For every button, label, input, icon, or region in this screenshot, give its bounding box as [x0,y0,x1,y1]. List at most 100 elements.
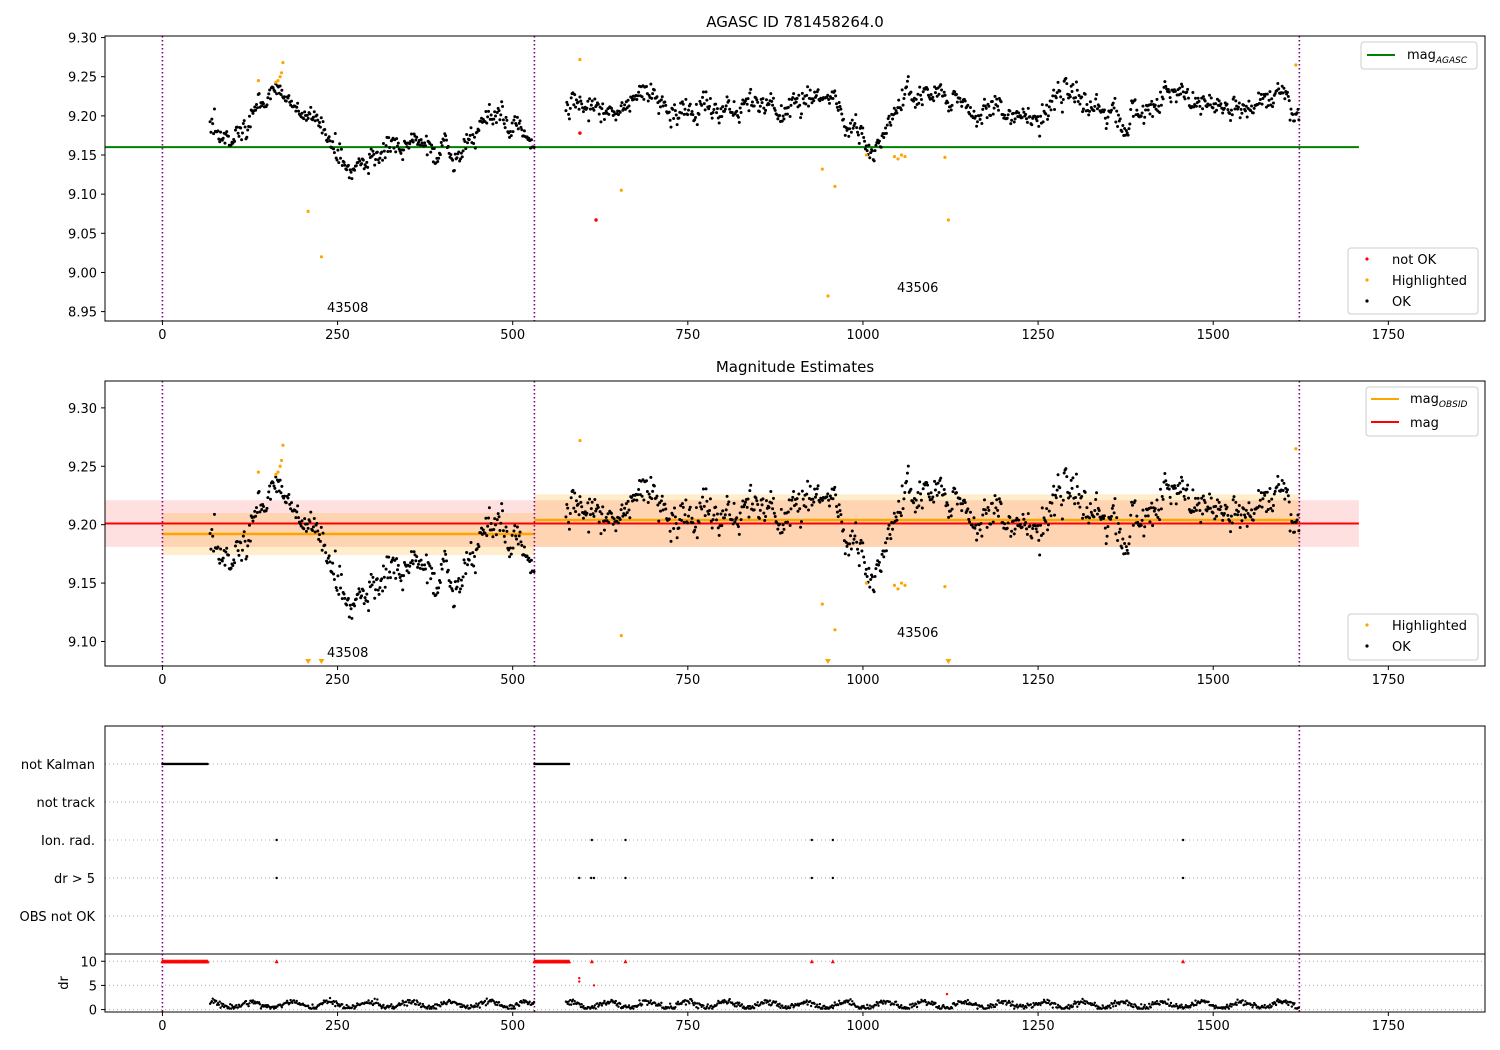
ok-point [738,511,742,515]
dr-point [306,1004,310,1007]
dr-point [370,999,374,1003]
ok-point [505,118,509,122]
ok-point [233,139,237,143]
ok-point [856,547,860,551]
ok-point [1046,114,1050,118]
ok-point [1236,510,1240,514]
ok-point [1046,528,1050,532]
ok-point [312,516,316,520]
ok-point [1245,524,1249,528]
dr-point [704,1007,708,1010]
dr-point [940,1007,943,1010]
dr-point [212,1001,215,1005]
ok-point [1131,114,1135,118]
ok-point [438,153,442,157]
ok-point [1180,475,1184,479]
ok-point [1056,80,1060,84]
ok-point [684,498,688,502]
ok-point [864,567,868,571]
flag-point [567,762,571,766]
ok-point [746,497,750,501]
ok-point [686,521,690,525]
dr-point [460,1003,463,1006]
ok-point [1168,96,1172,100]
ok-point [587,530,591,534]
ok-point [649,475,653,479]
ok-point [284,501,288,505]
ok-point [1154,513,1158,517]
ok-point [1136,520,1140,524]
ok-point [501,529,505,533]
ok-point [451,589,455,593]
ok-point [872,159,876,163]
ok-point [926,87,930,91]
dr-point [646,1003,649,1007]
ok-point [623,506,627,510]
ok-point [769,92,773,96]
ok-point [882,555,886,559]
ok-point [968,520,972,524]
dr-point [511,1007,515,1010]
ok-point [367,152,371,156]
ok-point [895,111,899,115]
ok-point [897,98,901,102]
ok-point [1008,515,1012,519]
dr-point [1072,1002,1076,1006]
ok-point [946,503,950,507]
ok-point [1164,479,1168,483]
ok-point [1050,501,1054,505]
ok-point [913,105,917,109]
ok-point [806,85,810,89]
ok-point [694,525,698,529]
dr-point [1011,1000,1014,1003]
ok-point [1222,511,1226,515]
ok-point [804,102,808,106]
ok-point [588,107,592,111]
highlighted-point [256,470,261,474]
ok-point [700,507,704,511]
ok-point [1228,519,1232,523]
ok-point [854,521,858,525]
ok-point [242,119,246,123]
ok-point [217,557,221,561]
ok-point [235,539,239,543]
ok-point [1128,122,1132,126]
dr-point [696,1007,700,1010]
ok-point [649,82,653,86]
ok-point [929,92,933,96]
ok-point [254,108,258,112]
ok-point [849,534,853,538]
ok-point [1211,106,1215,110]
ok-point [508,555,512,559]
dr-extra-point [592,984,596,987]
ok-point [947,109,951,113]
ok-point [588,497,592,501]
ok-point [737,120,741,124]
dr-point [818,1002,822,1006]
ok-point [989,522,993,526]
ok-point [1168,495,1172,499]
ok-point [764,499,768,503]
ok-point [382,149,386,153]
x-tick-label: 1000 [846,1019,879,1034]
ok-point [513,115,517,119]
ok-point [840,112,844,116]
ok-point [1292,530,1296,534]
ok-point [1148,112,1152,116]
ok-point [1005,526,1009,530]
ok-point [1281,91,1285,95]
dr-point [592,1006,596,1009]
ok-point [501,105,505,109]
ok-point [702,102,706,106]
ok-point [951,490,955,494]
ok-point [463,140,467,144]
dr-point [813,1002,816,1006]
ok-point [737,532,741,536]
ok-point [770,99,774,103]
ok-point [394,150,398,154]
ok-point [1056,473,1060,477]
ok-point [265,506,269,510]
ok-point [1201,512,1205,516]
ok-point [1120,546,1124,550]
highlighted-point [276,79,280,83]
